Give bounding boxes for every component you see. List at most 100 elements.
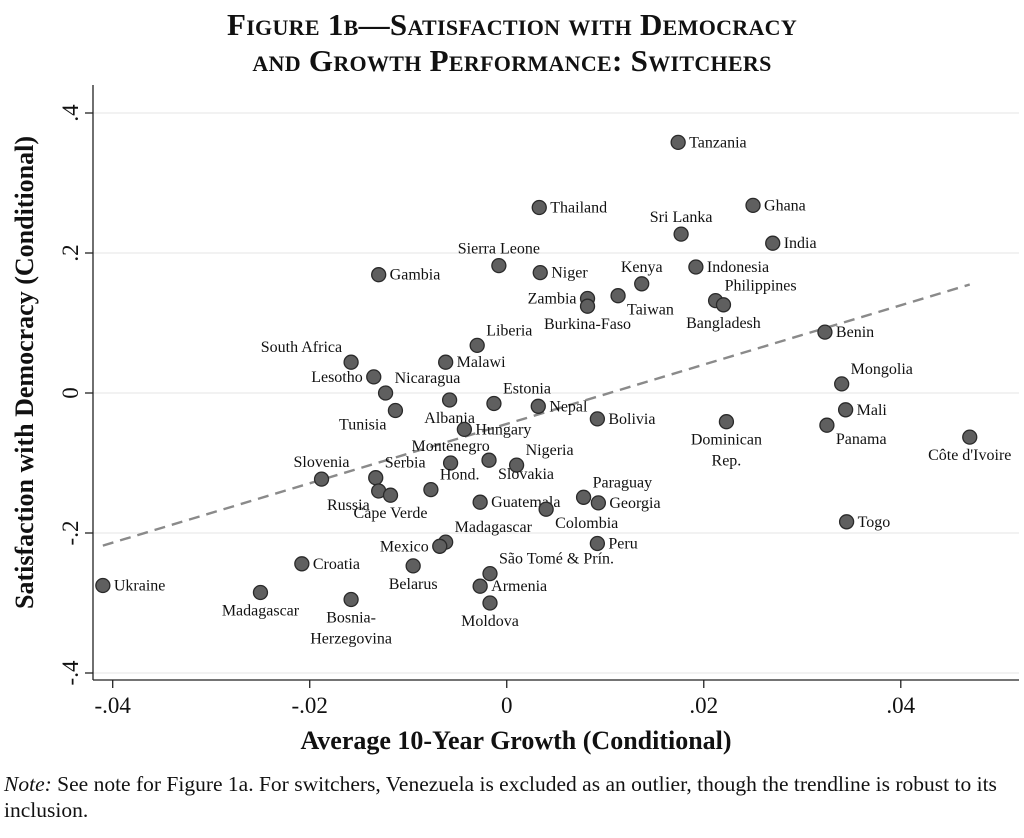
- data-point: [589, 411, 606, 427]
- point-label: Sri Lanka: [650, 209, 713, 226]
- data-point: [472, 494, 488, 510]
- point-label: Nicaragua: [395, 370, 461, 387]
- point-label: Ghana: [764, 197, 806, 214]
- point-label: Thailand: [550, 200, 607, 217]
- data-point: [486, 395, 502, 412]
- data-point: [745, 197, 761, 214]
- point-label: Hond.: [440, 467, 480, 484]
- point-label: Mali: [857, 402, 888, 419]
- point-label: Nigeria: [526, 442, 574, 459]
- point-label: Peru: [608, 536, 637, 553]
- point-label: Zambia: [528, 291, 577, 308]
- point-label: Bosnia- Herzegovina: [310, 610, 392, 648]
- point-label-line: Rep.: [712, 453, 742, 470]
- x-tick-label: 0: [501, 693, 513, 718]
- data-point: [95, 577, 111, 594]
- x-tick-label: -.02: [292, 693, 328, 718]
- point-label: Gambia: [390, 267, 441, 284]
- point-label: Panama: [836, 431, 887, 448]
- point-label: Liberia: [486, 322, 532, 339]
- data-point: [688, 259, 704, 275]
- point-label: Estonia: [503, 381, 551, 398]
- data-point: [405, 558, 421, 574]
- point-label: Belarus: [389, 576, 438, 593]
- data-point: [368, 470, 384, 486]
- point-label: Ukraine: [114, 578, 166, 595]
- y-axis-title: Satisfaction with Democracy (Conditional…: [10, 136, 39, 609]
- data-point: [313, 471, 330, 487]
- point-label-line: Dominican: [691, 432, 762, 449]
- point-label: Montenegro: [411, 438, 489, 455]
- point-label: Bangladesh: [686, 315, 761, 332]
- data-point: [531, 199, 547, 216]
- point-label: Dominican Rep.: [691, 432, 762, 470]
- data-point: [589, 535, 606, 552]
- point-label: Mexico: [380, 538, 429, 555]
- data-point: [718, 414, 735, 430]
- point-label: Philippines: [725, 278, 797, 295]
- x-axis-title: Average 10-Year Growth (Conditional): [300, 726, 731, 755]
- data-point: [252, 584, 269, 601]
- data-point: [432, 538, 448, 554]
- data-point: [442, 455, 459, 471]
- data-point: [441, 392, 458, 408]
- point-label: Niger: [551, 265, 588, 282]
- y-tick-label: -.2: [58, 521, 83, 546]
- data-point: [382, 487, 399, 503]
- chart-title-line-1: Figure 1b—Satisfaction with Democracy: [226, 7, 798, 42]
- data-point: [438, 354, 454, 370]
- point-label: Croatia: [313, 556, 360, 573]
- data-point: [838, 514, 855, 530]
- point-label: Serbia: [385, 455, 426, 472]
- point-label: Tunisia: [339, 417, 386, 434]
- trendline: [102, 283, 971, 547]
- data-point: [962, 429, 978, 445]
- point-label: Sierra Leone: [458, 241, 540, 258]
- data-point: [508, 457, 525, 473]
- point-label: Mongolia: [851, 361, 913, 378]
- data-point: [472, 578, 488, 594]
- data-point: [715, 297, 732, 313]
- point-label: Kenya: [621, 259, 663, 276]
- point-label: Burkina-Faso: [544, 316, 631, 333]
- data-point: [673, 226, 689, 242]
- note-label: Note:: [4, 772, 52, 796]
- data-point: [834, 376, 850, 392]
- data-point: [670, 134, 686, 151]
- point-label: Armenia: [491, 578, 547, 595]
- point-label: Taiwan: [627, 302, 674, 319]
- data-point: [530, 398, 546, 414]
- point-label: Cape Verde: [354, 505, 428, 522]
- data-point: [343, 591, 359, 608]
- point-label: Togo: [858, 514, 891, 531]
- point-label: Côte d'Ivoire: [928, 447, 1011, 464]
- scatter-chart: -.04 -.02 0 .02 .04 -.4 -.2 0 .2 .4 Average 10-Yea…: [10, 85, 1019, 755]
- point-label: Bolivia: [608, 411, 655, 428]
- data-point: [610, 288, 626, 304]
- point-label-line: Bosnia-: [326, 610, 376, 627]
- data-point: [538, 501, 554, 517]
- data-point: [294, 556, 310, 572]
- x-tick-label: .02: [689, 693, 718, 718]
- point-label: Benin: [836, 324, 874, 341]
- point-label: Paraguay: [593, 474, 653, 491]
- data-point: [765, 235, 781, 251]
- point-label: São Tomé & Prín.: [499, 551, 614, 568]
- data-point: [456, 421, 473, 438]
- point-label: Malawi: [457, 354, 506, 371]
- data-point: [387, 402, 404, 419]
- note-text: See note for Figure 1a. For switchers, V…: [4, 772, 997, 822]
- data-point: [481, 452, 497, 468]
- point-label: Lesotho: [311, 369, 363, 386]
- y-tick-label: .4: [58, 104, 83, 122]
- point-label: Tanzania: [689, 134, 747, 151]
- chart-title-line-2: and Growth Performance: Switchers: [252, 43, 772, 78]
- data-point: [590, 495, 607, 511]
- x-tick-label: -.04: [94, 693, 131, 718]
- data-point: [482, 595, 498, 611]
- point-label: India: [784, 235, 817, 252]
- figure-note: Note: See note for Figure 1a. For switch…: [4, 771, 1022, 823]
- y-tick-label: -.4: [58, 660, 83, 685]
- point-label: Moldova: [461, 613, 519, 630]
- point-label: Madagascar: [222, 603, 300, 620]
